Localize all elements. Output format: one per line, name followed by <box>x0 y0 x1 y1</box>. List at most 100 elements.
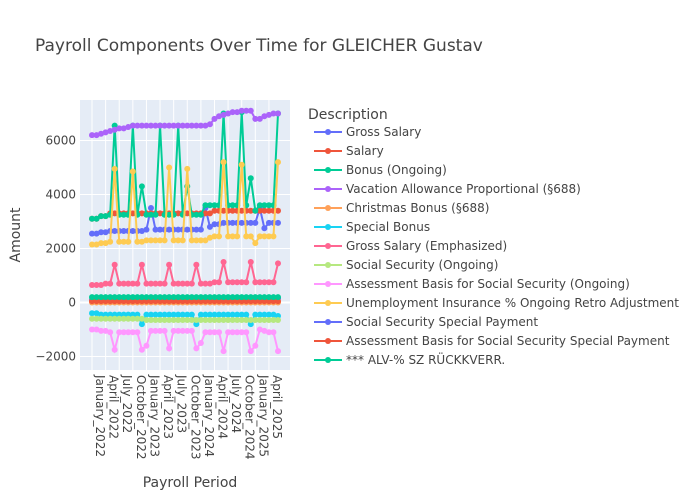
data-point <box>188 311 195 318</box>
data-point <box>234 109 241 116</box>
data-point <box>143 294 150 301</box>
data-point <box>243 311 250 318</box>
legend-item[interactable]: Salary <box>314 144 384 158</box>
data-point <box>143 122 150 129</box>
legend-item[interactable]: Christmas Bonus (§688) <box>314 201 489 215</box>
data-point <box>206 121 213 128</box>
data-point <box>147 122 154 129</box>
data-point <box>111 165 118 172</box>
data-point <box>206 311 213 318</box>
legend-label: Salary <box>346 144 384 158</box>
legend-item[interactable]: Social Security Special Payment <box>314 315 538 329</box>
data-point <box>216 233 223 240</box>
legend-item[interactable]: Gross Salary <box>314 125 421 139</box>
x-axis-title: Payroll Period <box>143 475 238 491</box>
data-point <box>138 261 145 268</box>
legend-item[interactable]: Vacation Allowance Proportional (§688) <box>314 182 581 196</box>
legend-label: Special Bonus <box>346 220 430 234</box>
data-point <box>234 311 241 318</box>
data-point <box>166 211 173 218</box>
data-point <box>275 207 281 214</box>
data-point <box>179 317 186 324</box>
legend-item[interactable]: Unemployment Insurance % Ongoing Retro A… <box>314 296 679 310</box>
data-point <box>188 237 195 244</box>
x-tick-label: July_2024 <box>229 374 243 433</box>
legend-item[interactable]: Special Bonus <box>314 220 430 234</box>
data-point <box>138 122 145 129</box>
y-axis-title: Amount <box>8 207 24 263</box>
data-point <box>256 294 263 301</box>
data-point <box>275 260 281 267</box>
data-point <box>220 348 227 355</box>
x-tick-label: January_2023 <box>147 374 161 457</box>
data-point <box>116 280 123 287</box>
data-point <box>184 226 191 233</box>
data-point <box>216 279 223 286</box>
data-point <box>143 311 150 318</box>
data-point <box>211 294 218 301</box>
data-point <box>125 280 132 287</box>
data-point <box>229 317 236 324</box>
data-point <box>211 233 218 240</box>
data-point <box>102 240 109 247</box>
data-point <box>152 122 159 129</box>
data-point <box>93 215 100 222</box>
legend-marker-swatch <box>325 319 331 325</box>
data-point <box>211 202 218 209</box>
data-point <box>152 226 159 233</box>
legend-marker-swatch <box>325 205 331 211</box>
data-point <box>184 165 191 172</box>
data-point <box>252 311 259 318</box>
legend-item[interactable]: Social Security (Ongoing) <box>314 258 498 272</box>
data-point <box>129 315 136 322</box>
data-point <box>247 317 254 324</box>
series-layer <box>89 107 281 355</box>
data-point <box>129 280 136 287</box>
legend-item[interactable]: Gross Salary (Emphasized) <box>314 239 507 253</box>
data-point <box>157 317 164 324</box>
data-point <box>147 311 154 318</box>
legend-item[interactable]: Assessment Basis for Social Security (On… <box>314 277 630 291</box>
data-point <box>188 122 195 129</box>
data-point <box>184 122 191 129</box>
data-point <box>265 207 272 214</box>
legend-item[interactable]: Assessment Basis for Social Security Spe… <box>314 334 670 348</box>
data-point <box>143 237 150 244</box>
data-point <box>261 317 268 324</box>
data-point <box>229 294 236 301</box>
data-point <box>89 326 95 333</box>
data-point <box>107 294 114 301</box>
data-point <box>147 327 154 334</box>
data-point <box>111 227 118 234</box>
data-point <box>138 227 145 234</box>
data-point <box>270 233 277 240</box>
data-point <box>238 279 245 286</box>
data-point <box>93 294 100 301</box>
data-point <box>98 327 105 334</box>
data-point <box>120 329 127 336</box>
data-point <box>220 219 227 226</box>
data-point <box>220 111 227 118</box>
series-group <box>89 326 281 355</box>
data-point <box>129 294 136 301</box>
data-point <box>243 233 250 240</box>
data-point <box>193 345 200 352</box>
data-point <box>170 122 177 129</box>
data-point <box>256 326 263 333</box>
data-point <box>211 279 218 286</box>
data-point <box>193 211 200 218</box>
legend-item[interactable]: Bonus (Ongoing) <box>314 163 447 177</box>
data-point <box>93 241 100 248</box>
data-point <box>261 294 268 301</box>
data-point <box>197 122 204 129</box>
x-tick-label: January_2022 <box>93 374 107 457</box>
data-point <box>261 233 268 240</box>
data-point <box>152 317 159 324</box>
series-group <box>89 107 281 139</box>
legend-marker-swatch <box>325 281 331 287</box>
data-point <box>261 202 268 209</box>
data-point <box>243 317 250 324</box>
legend-item[interactable]: *** ALV-% SZ RÜCKKVERR. <box>314 351 505 367</box>
data-point <box>197 280 204 287</box>
